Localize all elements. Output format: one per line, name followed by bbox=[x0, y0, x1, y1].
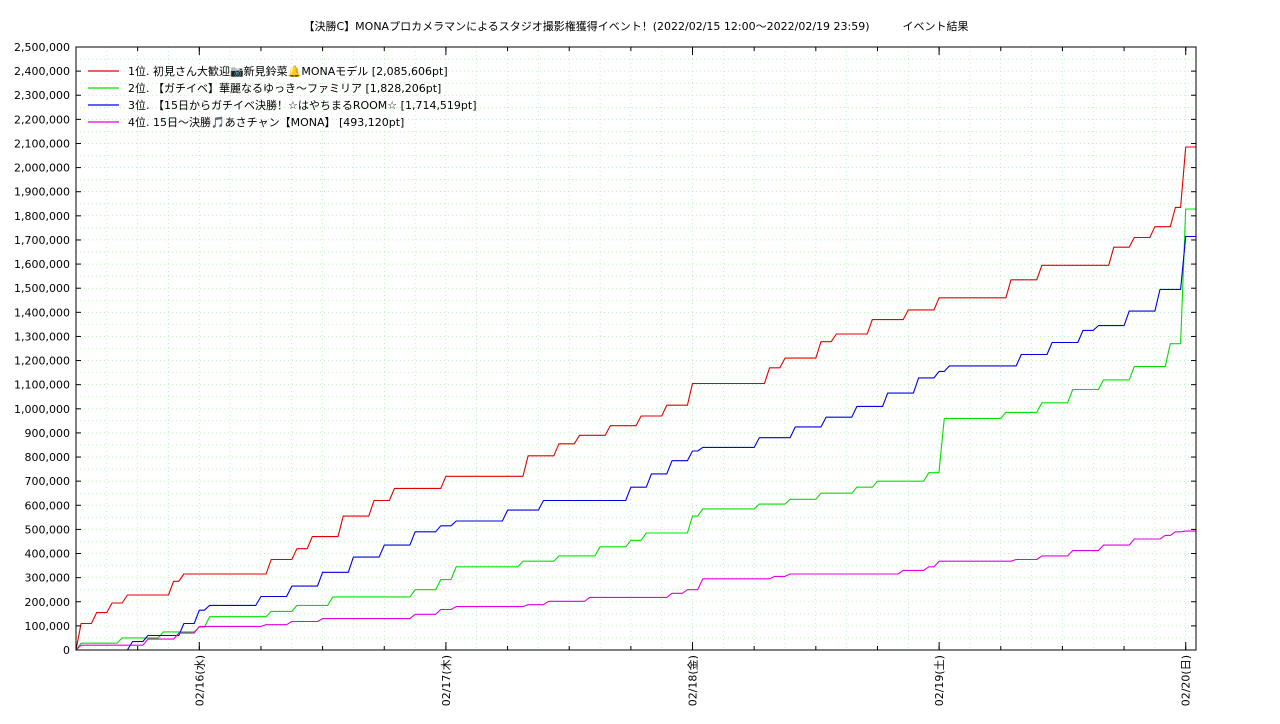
y-tick-label: 1,200,000 bbox=[14, 355, 70, 368]
y-tick-label: 2,500,000 bbox=[14, 41, 70, 54]
y-tick-label: 800,000 bbox=[25, 451, 71, 464]
y-tick-label: 1,000,000 bbox=[14, 403, 70, 416]
legend-label-3: 3位. 【15日からガチイベ決勝！☆はやちまるROOM☆ [1,714,519p… bbox=[128, 98, 477, 112]
y-tick-label: 1,600,000 bbox=[14, 258, 70, 271]
y-tick-label: 2,400,000 bbox=[14, 65, 70, 78]
y-tick-label: 500,000 bbox=[25, 523, 71, 536]
y-tick-label: 600,000 bbox=[25, 499, 71, 512]
series-lines bbox=[75, 146, 1196, 651]
legend-label-1: 1位. 初見さん大歓迎📷新見鈴菜🔔MONAモデル [2,085,606pt] bbox=[128, 64, 448, 78]
y-tick-label: 1,700,000 bbox=[14, 234, 70, 247]
plot-frame bbox=[75, 46, 1197, 651]
y-tick-label: 0 bbox=[63, 644, 70, 657]
y-tick-label: 200,000 bbox=[25, 596, 71, 609]
series-line-3 bbox=[76, 235, 1196, 651]
y-tick-label: 1,500,000 bbox=[14, 282, 70, 295]
chart-title: 【決勝C】MONAプロカメラマンによるスタジオ撮影権獲得イベント！(2022/0… bbox=[303, 19, 968, 33]
y-tick-label: 900,000 bbox=[25, 427, 71, 440]
y-tick-label: 2,000,000 bbox=[14, 162, 70, 175]
legend-label-4: 4位. 15日〜決勝🎵あさチャン【MONA】 [493,120pt] bbox=[128, 115, 404, 129]
y-tick-label: 300,000 bbox=[25, 572, 71, 585]
x-tick-label: 02/17(木) bbox=[440, 655, 453, 706]
y-tick-label: 1,800,000 bbox=[14, 210, 70, 223]
y-tick-label: 1,300,000 bbox=[14, 330, 70, 343]
x-tick-label: 02/20(日) bbox=[1180, 655, 1193, 706]
legend: 1位. 初見さん大歓迎📷新見鈴菜🔔MONAモデル [2,085,606pt] 2位… bbox=[88, 64, 477, 129]
y-tick-label: 700,000 bbox=[25, 475, 71, 488]
y-tick-label: 2,300,000 bbox=[14, 89, 70, 102]
x-tick-label: 02/19(土) bbox=[933, 655, 946, 706]
y-tick-label: 2,200,000 bbox=[14, 113, 70, 126]
x-tick-label: 02/18(金) bbox=[686, 655, 700, 706]
series-line-1 bbox=[75, 146, 1196, 651]
y-tick-label: 1,100,000 bbox=[14, 379, 70, 392]
legend-label-2: 2位. 【ガチイベ】華麗なるゆっき〜ファミリア [1,828,206pt] bbox=[128, 81, 441, 95]
x-tick-label: 02/16(水) bbox=[193, 655, 206, 706]
y-tick-label: 2,100,000 bbox=[14, 137, 70, 150]
y-tick-label: 100,000 bbox=[25, 620, 71, 633]
x-axis: 02/16(水) 02/17(木) 02/18(金) 02/19(土) 02/20(日) bbox=[137, 47, 1193, 706]
series-line-2 bbox=[75, 208, 1196, 651]
y-tick-label: 1,900,000 bbox=[14, 186, 70, 199]
grid bbox=[76, 47, 1196, 650]
y-tick-label: 400,000 bbox=[25, 548, 71, 561]
y-axis: 0 100,000 200,000 300,000 400,000 500,000 600,… bbox=[14, 41, 1196, 657]
series-line-4 bbox=[75, 530, 1196, 651]
y-tick-label: 1,400,000 bbox=[14, 306, 70, 319]
